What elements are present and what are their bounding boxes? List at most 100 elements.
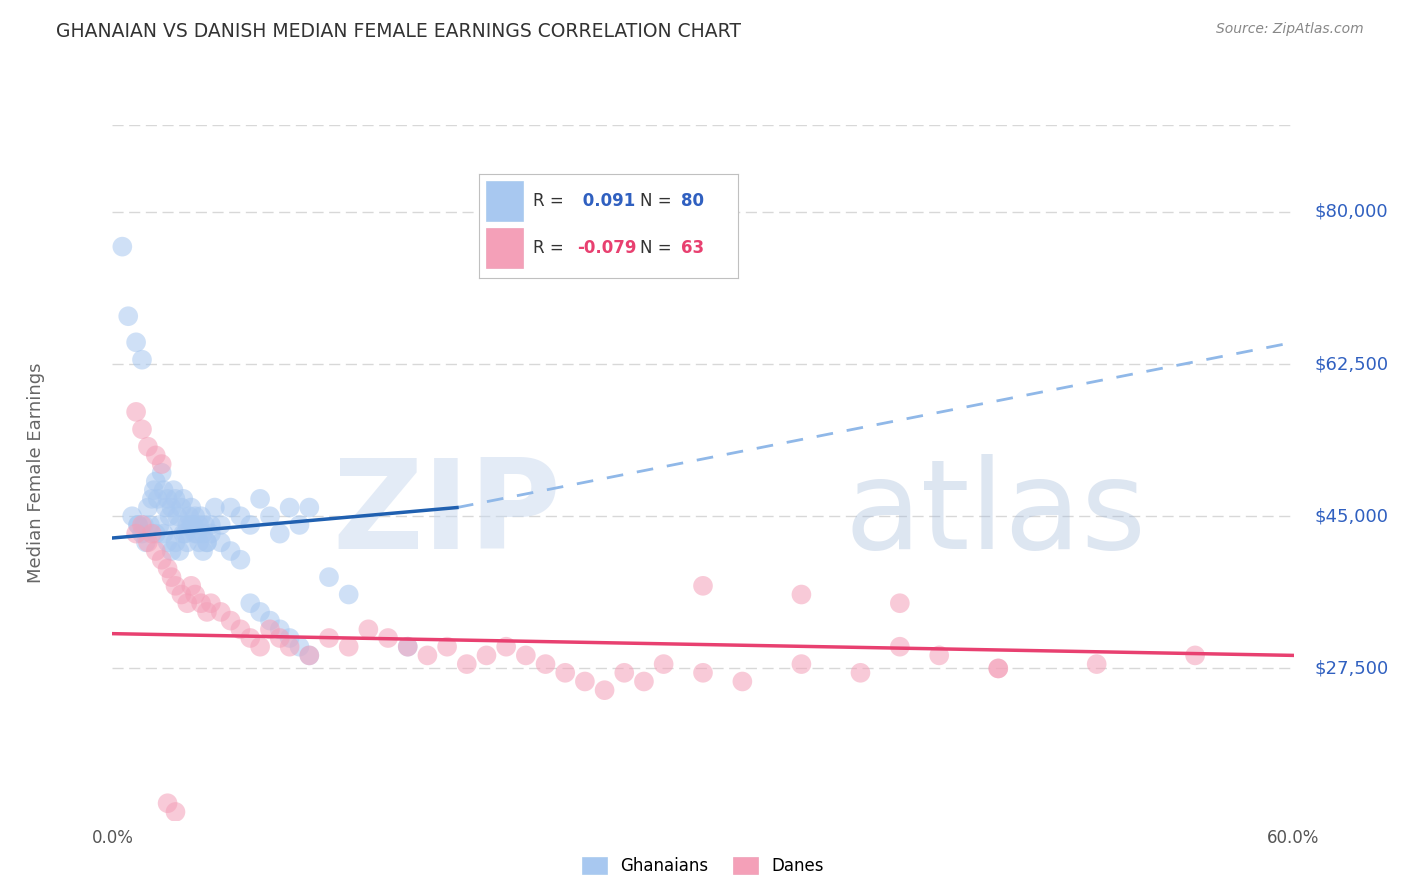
Point xyxy=(987,661,1010,675)
Point xyxy=(239,631,262,645)
Point xyxy=(180,500,202,515)
Point xyxy=(121,509,143,524)
Point xyxy=(593,683,616,698)
Point xyxy=(195,535,218,549)
Point xyxy=(150,466,173,480)
Text: N =: N = xyxy=(640,239,676,257)
Bar xyxy=(486,181,523,220)
Text: Source: ZipAtlas.com: Source: ZipAtlas.com xyxy=(1216,22,1364,37)
Point xyxy=(176,535,198,549)
Point xyxy=(194,517,217,532)
Point xyxy=(160,544,183,558)
Point xyxy=(219,544,242,558)
Point xyxy=(200,596,222,610)
Point xyxy=(288,517,311,532)
Point xyxy=(162,483,184,498)
Point xyxy=(181,517,204,532)
Point xyxy=(136,535,159,549)
Point xyxy=(318,570,340,584)
Point xyxy=(229,552,252,567)
Point xyxy=(131,517,153,532)
Text: -0.079: -0.079 xyxy=(578,239,637,257)
Point xyxy=(337,588,360,602)
Point xyxy=(377,631,399,645)
Point xyxy=(165,805,187,819)
Point xyxy=(204,500,226,515)
Point xyxy=(172,526,194,541)
Point xyxy=(357,623,380,637)
Point xyxy=(200,526,222,541)
Point xyxy=(111,240,134,254)
Point xyxy=(209,535,232,549)
Point xyxy=(156,561,179,575)
Point xyxy=(174,526,197,541)
Point xyxy=(180,517,202,532)
Point xyxy=(191,526,214,541)
Point xyxy=(692,579,714,593)
Point xyxy=(186,526,208,541)
Point xyxy=(184,588,207,602)
Point xyxy=(131,422,153,436)
Point xyxy=(495,640,517,654)
Point xyxy=(278,500,301,515)
Point xyxy=(278,640,301,654)
Point xyxy=(229,623,252,637)
Point xyxy=(125,335,148,350)
Point xyxy=(190,509,212,524)
Point xyxy=(141,491,163,506)
Point xyxy=(200,517,222,532)
Point xyxy=(298,500,321,515)
Point xyxy=(188,535,211,549)
Text: $80,000: $80,000 xyxy=(1315,202,1388,221)
Point xyxy=(169,517,191,532)
Point xyxy=(416,648,439,663)
Point xyxy=(209,517,232,532)
Point xyxy=(613,665,636,680)
Point xyxy=(176,517,198,532)
Point xyxy=(396,640,419,654)
Text: $62,500: $62,500 xyxy=(1315,355,1389,373)
Point xyxy=(288,640,311,654)
Point xyxy=(152,483,174,498)
Point xyxy=(176,596,198,610)
Point xyxy=(436,640,458,654)
Point xyxy=(188,517,211,532)
Point xyxy=(229,509,252,524)
Point xyxy=(180,579,202,593)
Text: atlas: atlas xyxy=(845,454,1147,575)
Legend: Ghanaians, Danes: Ghanaians, Danes xyxy=(575,850,831,882)
Point xyxy=(131,352,153,367)
Point xyxy=(1184,648,1206,663)
Point xyxy=(170,500,193,515)
Point xyxy=(318,631,340,645)
Point xyxy=(156,491,179,506)
Point xyxy=(169,544,191,558)
Point xyxy=(139,517,162,532)
Point xyxy=(190,596,212,610)
Point xyxy=(515,648,537,663)
Point xyxy=(135,535,157,549)
Point xyxy=(145,449,167,463)
Text: $27,500: $27,500 xyxy=(1315,659,1389,677)
Point xyxy=(337,640,360,654)
Point xyxy=(132,517,155,532)
Point xyxy=(184,526,207,541)
Point xyxy=(239,517,262,532)
Point xyxy=(219,614,242,628)
Text: $45,000: $45,000 xyxy=(1315,508,1389,525)
Point xyxy=(249,491,271,506)
Point xyxy=(269,623,291,637)
Point xyxy=(396,640,419,654)
Text: 0.091: 0.091 xyxy=(578,192,636,210)
Point xyxy=(156,535,179,549)
Point xyxy=(790,588,813,602)
Text: N =: N = xyxy=(640,192,676,210)
Point xyxy=(136,500,159,515)
Point xyxy=(160,570,183,584)
Point xyxy=(269,631,291,645)
Point xyxy=(150,457,173,471)
Point xyxy=(145,544,167,558)
Point xyxy=(534,657,557,671)
Point xyxy=(152,526,174,541)
Point xyxy=(633,674,655,689)
